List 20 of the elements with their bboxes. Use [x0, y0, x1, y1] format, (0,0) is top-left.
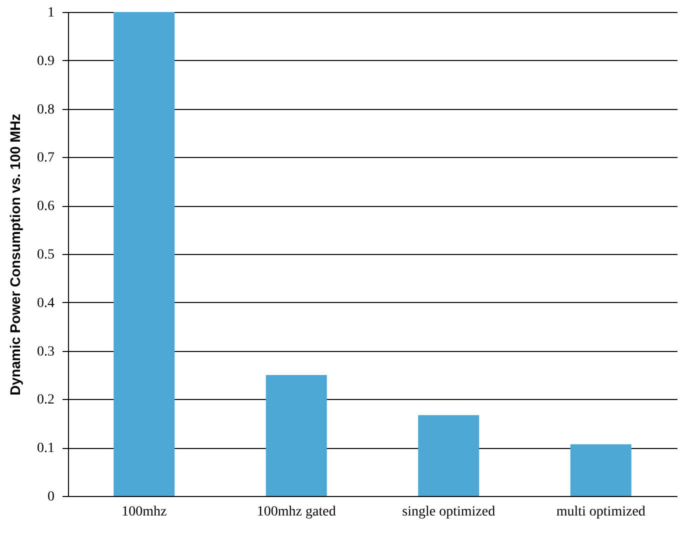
y-tick-label: 1 — [48, 6, 54, 20]
bar — [418, 415, 480, 496]
y-tick-label: 0.4 — [37, 296, 54, 311]
y-tick-label: 0.5 — [37, 248, 54, 262]
bar — [114, 12, 175, 496]
y-tick-label: 0.3 — [37, 344, 54, 360]
y-tick-label: 0.9 — [37, 54, 54, 69]
x-tick-label: 100mhz — [122, 504, 167, 520]
x-tick-label: multi optimized — [556, 504, 646, 520]
y-tick-label: 0.1 — [37, 441, 54, 456]
y-tick-label: 0 — [48, 490, 54, 504]
y-tick-label: 0.7 — [37, 150, 54, 166]
y-tick-label: 0.8 — [37, 102, 54, 118]
x-tick-label: 100mhz gated — [256, 504, 336, 520]
y-tick-label: 0.6 — [37, 199, 54, 214]
bar — [266, 375, 327, 496]
bar — [570, 444, 632, 496]
x-tick-label: single optimized — [402, 504, 496, 520]
y-axis-title: Dynamic Power Consumption vs. 100 MHz — [7, 114, 23, 396]
y-tick-label: 0.2 — [37, 392, 54, 408]
